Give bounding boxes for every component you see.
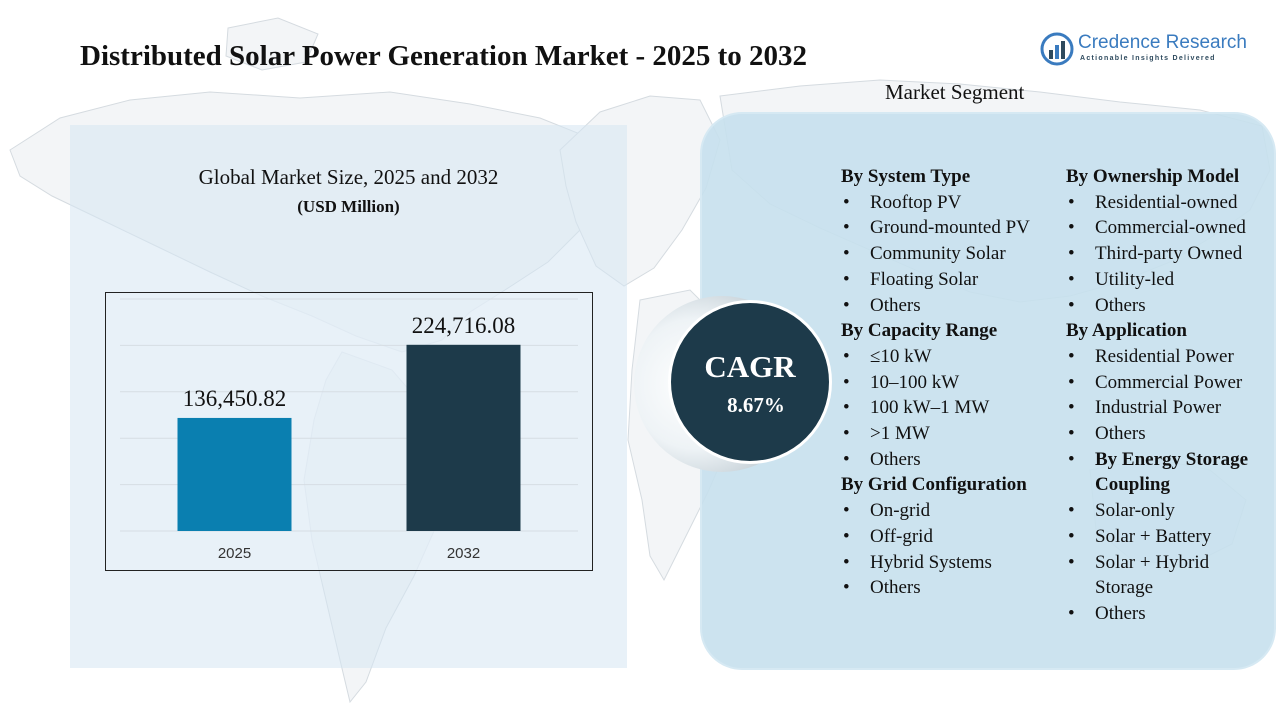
segment-group-title: By System Type [841,166,971,187]
segment-group: By Capacity Range≤10 kW10–100 kW100 kW–1… [841,318,1066,472]
segment-item: 100 kW–1 MW [841,395,1066,421]
segment-item: Off-grid [841,524,1066,550]
segment-item: Utility-led [1066,267,1276,293]
segment-column-right: By Ownership ModelResidential-ownedComme… [1066,164,1276,627]
segment-item: Hybrid Systems [841,550,1066,576]
x-tick-label-2025: 2025 [218,545,251,562]
segment-group-title: By Energy Storage Coupling [1066,447,1276,498]
segment-item: Third-party Owned [1066,241,1276,267]
segment-group: By Grid ConfigurationOn-gridOff-gridHybr… [841,472,1066,601]
segment-item: Others [841,575,1066,601]
segment-group: By Ownership Model Residential-ownedComme… [1066,164,1276,318]
segment-item-list: Residential-ownedCommercial-ownedThird-p… [1066,190,1276,319]
data-label-2025: 136,450.82 [183,386,287,411]
chart-subtitle: (USD Million) [297,197,400,216]
segment-item-list: ≤10 kW10–100 kW100 kW–1 MW>1 MWOthers [841,344,1066,473]
logo-tagline: Actionable Insights Delivered [1080,55,1216,62]
segment-item: >1 MW [841,421,1066,447]
segment-item-list: Solar-onlySolar + BatterySolar + Hybrid … [1066,498,1276,627]
segment-item: Floating Solar [841,267,1066,293]
chart-title: Global Market Size, 2025 and 2032 [198,165,499,189]
cagr-label: CAGR [704,349,796,384]
segment-item: Solar + Battery [1066,524,1276,550]
segment-item: Others [1066,601,1276,627]
segment-group-title: By Capacity Range [841,320,998,342]
segment-item-list: Rooftop PVGround-mounted PVCommunity Sol… [841,190,1066,319]
segment-item: Others [1066,293,1276,319]
segment-item: Industrial Power [1066,395,1276,421]
bar-2025 [177,417,292,531]
segment-item-list: On-gridOff-gridHybrid SystemsOthers [841,498,1066,601]
bar-2032 [406,344,521,531]
segment-group-title: By Grid Configuration [841,474,1027,496]
segment-column-left: By System Type Rooftop PVGround-mounted P… [841,164,1066,601]
segment-group: By System Type Rooftop PVGround-mounted P… [841,164,1066,318]
data-label-2032: 224,716.08 [412,313,516,338]
segment-item: Community Solar [841,241,1066,267]
segment-item: Rooftop PV [841,190,1066,216]
segment-item: Commercial Power [1066,370,1276,396]
bar-chart-canvas: 136,450.82 2025 224,716.08 2032 [120,298,578,562]
segment-item: On-grid [841,498,1066,524]
segment-item: Residential Power [1066,344,1276,370]
segment-item: Residential-owned [1066,190,1276,216]
logo-name: Credence Research [1078,32,1247,53]
segment-item: Solar-only [1066,498,1276,524]
segment-item: 10–100 kW [841,370,1066,396]
segment-item: Commercial-owned [1066,215,1276,241]
segment-group: By ApplicationResidential PowerCommercia… [1066,318,1276,447]
market-segment-label: Market Segment [885,80,1025,104]
segment-group-title: By Application [1066,320,1187,342]
segment-item: Solar + Hybrid Storage [1066,550,1245,601]
bar-chart: 136,450.82 2025 224,716.08 2032 [105,292,593,571]
credence-logo-icon [1040,32,1074,66]
page-title: Distributed Solar Power Generation Marke… [80,40,808,72]
segment-group-title: By Ownership Model [1066,166,1240,187]
segment-item: Others [1066,421,1276,447]
segment-item: Ground-mounted PV [841,215,1066,241]
segment-group: By Energy Storage CouplingSolar-onlySola… [1066,447,1276,627]
segment-item: Others [841,293,1066,319]
x-tick-label-2032: 2032 [447,545,480,562]
brand-logo: Credence Research Actionable Insights De… [1040,30,1265,70]
segment-item: Others [841,447,1066,473]
cagr-badge: CAGR 8.67% [668,300,832,464]
segment-item: ≤10 kW [841,344,1066,370]
segment-item-list: Residential PowerCommercial PowerIndustr… [1066,344,1276,447]
cagr-value: 8.67% [727,393,785,417]
